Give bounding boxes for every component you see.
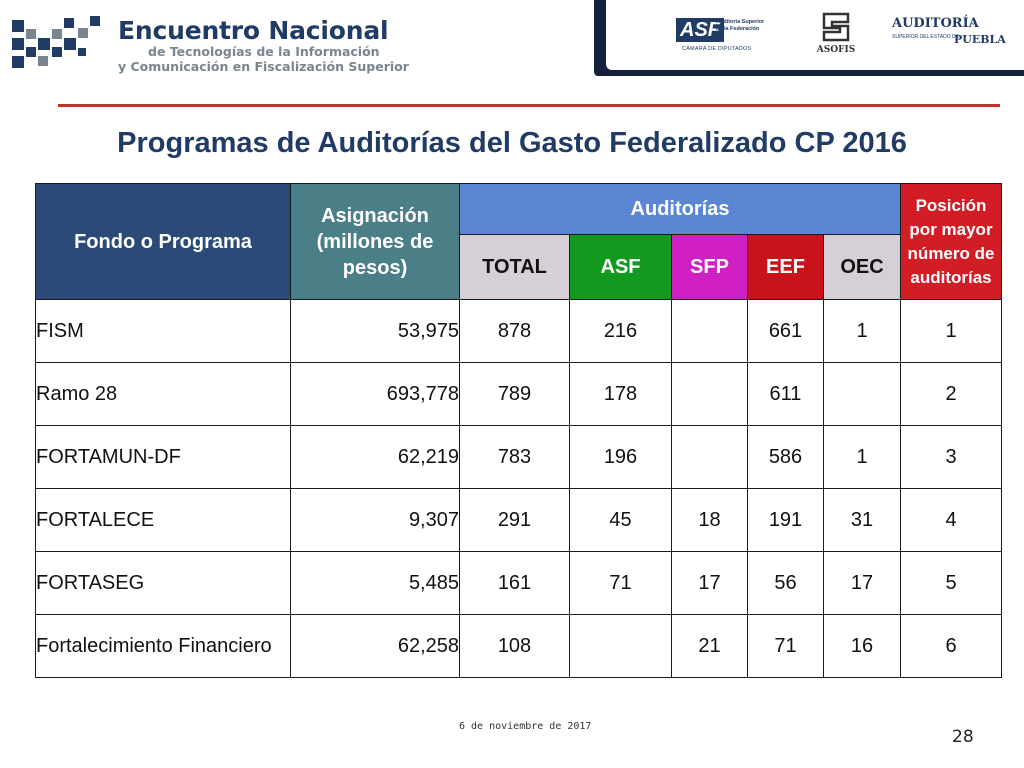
cell-fondo: Fortalecimiento Financiero [35, 614, 291, 678]
header-eef: EEF [747, 234, 824, 300]
partner-logos-strip: ASF Auditoría Superior de la Federación … [606, 0, 1024, 70]
cell-oec: 1 [823, 299, 901, 363]
cell-posicion: 5 [900, 551, 1002, 615]
cell-oec: 16 [823, 614, 901, 678]
table-row: FORTASEG 5,485 161 71 17 56 17 5 [35, 551, 1002, 615]
cell-asignacion: 53,975 [290, 299, 460, 363]
cell-sfp [671, 362, 748, 426]
cell-fondo: FORTASEG [35, 551, 291, 615]
cell-total: 789 [459, 362, 570, 426]
asf-logo: ASF Auditoría Superior de la Federación … [676, 18, 772, 58]
cell-posicion: 6 [900, 614, 1002, 678]
cell-total: 108 [459, 614, 570, 678]
asf-logo-camara: CÁMARA DE DIPUTADOS [682, 46, 752, 52]
table-row: Fortalecimiento Financiero 62,258 108 21… [35, 614, 1002, 678]
partner-logos-panel: ASF Auditoría Superior de la Federación … [594, 0, 1024, 76]
cell-posicion: 4 [900, 488, 1002, 552]
cell-eef: 191 [747, 488, 824, 552]
header-fondo: Fondo o Programa [35, 183, 291, 300]
cell-sfp: 18 [671, 488, 748, 552]
header-auditorias: Auditorías [459, 183, 901, 235]
cell-fondo: Ramo 28 [35, 362, 291, 426]
cell-oec: 17 [823, 551, 901, 615]
cell-fondo: FORTALECE [35, 488, 291, 552]
cell-posicion: 2 [900, 362, 1002, 426]
cell-sfp: 21 [671, 614, 748, 678]
header-sfp: SFP [671, 234, 748, 300]
puebla-logo-name: PUEBLA [954, 33, 1006, 46]
asf-logo-tagline: Auditoría Superior de la Federación [716, 19, 765, 32]
audit-programs-table: Fondo o Programa Asignación (millones de… [35, 183, 1002, 678]
slide-title: Programas de Auditorías del Gasto Federa… [117, 127, 907, 159]
cell-asignacion: 693,778 [290, 362, 460, 426]
cell-posicion: 3 [900, 425, 1002, 489]
cell-asignacion: 5,485 [290, 551, 460, 615]
table-row: FISM 53,975 878 216 661 1 1 [35, 299, 1002, 363]
asofis-emblem-icon [822, 12, 850, 42]
cell-asf: 196 [569, 425, 672, 489]
cell-total: 291 [459, 488, 570, 552]
pixel-grid-logo-icon [12, 16, 100, 68]
brand-title: Encuentro Nacional [118, 16, 389, 45]
cell-oec [823, 362, 901, 426]
cell-asignacion: 62,258 [290, 614, 460, 678]
cell-total: 878 [459, 299, 570, 363]
brand-subtitle-line1: de Tecnologías de la Información [148, 44, 380, 59]
cell-sfp [671, 425, 748, 489]
cell-eef: 71 [747, 614, 824, 678]
table-row: FORTALECE 9,307 291 45 18 191 31 4 [35, 488, 1002, 552]
cell-oec: 31 [823, 488, 901, 552]
cell-eef: 661 [747, 299, 824, 363]
page-number: 28 [952, 727, 974, 747]
cell-asignacion: 9,307 [290, 488, 460, 552]
cell-eef: 56 [747, 551, 824, 615]
puebla-logo-auditoria: AUDITORÍA [892, 16, 979, 31]
cell-total: 161 [459, 551, 570, 615]
auditoria-puebla-icon: AUDITORÍA SUPERIOR DEL ESTADO DE PUEBLA [892, 16, 1010, 56]
cell-asf: 216 [569, 299, 672, 363]
header-asignacion: Asignación (millones de pesos) [290, 183, 460, 300]
cell-asf: 45 [569, 488, 672, 552]
cell-fondo: FORTAMUN-DF [35, 425, 291, 489]
cell-asf [569, 614, 672, 678]
asofis-logo: ASOFIS [806, 12, 866, 62]
header-oec: OEC [823, 234, 901, 300]
table-row: Ramo 28 693,778 789 178 611 2 [35, 362, 1002, 426]
cell-total: 783 [459, 425, 570, 489]
cell-asf: 178 [569, 362, 672, 426]
cell-sfp: 17 [671, 551, 748, 615]
title-divider [58, 104, 1000, 107]
header-posicion: Posición por mayor número de auditorías [900, 183, 1002, 300]
cell-posicion: 1 [900, 299, 1002, 363]
table-row: FORTAMUN-DF 62,219 783 196 586 1 3 [35, 425, 1002, 489]
cell-asignacion: 62,219 [290, 425, 460, 489]
asofis-logo-word: ASOFIS [816, 45, 856, 55]
header-asf: ASF [569, 234, 672, 300]
brand-subtitle-line2: y Comunicación en Fiscalización Superior [118, 59, 409, 74]
cell-eef: 586 [747, 425, 824, 489]
cell-sfp [671, 299, 748, 363]
footer-date: 6 de noviembre de 2017 [459, 721, 592, 732]
cell-asf: 71 [569, 551, 672, 615]
cell-oec: 1 [823, 425, 901, 489]
puebla-logo-small: SUPERIOR DEL ESTADO DE [892, 34, 959, 40]
cell-eef: 611 [747, 362, 824, 426]
header-total: TOTAL [459, 234, 570, 300]
asf-logo-word: ASF [676, 18, 724, 42]
cell-fondo: FISM [35, 299, 291, 363]
